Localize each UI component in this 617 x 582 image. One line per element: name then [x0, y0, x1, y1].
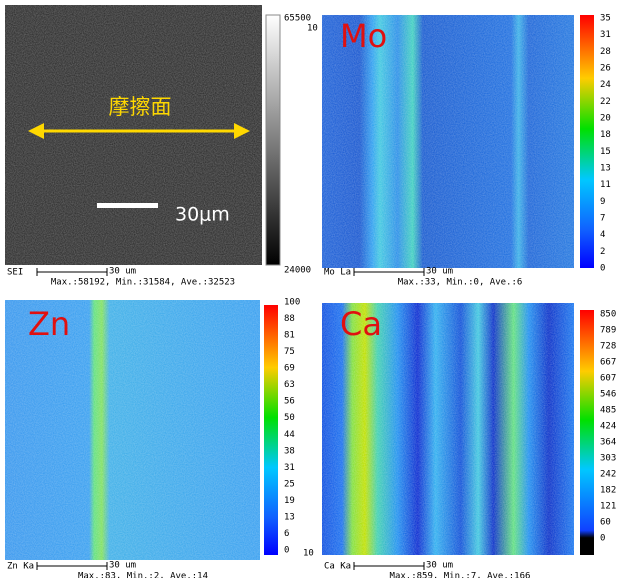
- colorbar-tick-label: 26: [600, 64, 611, 74]
- colorbar-tick-label: 6: [284, 529, 289, 539]
- scale-label: 30μm: [175, 204, 230, 226]
- signal-label: Ca Ka: [324, 562, 351, 572]
- colorbar-tick-label: 789: [600, 326, 616, 336]
- colorbar-tick-label: 31: [284, 463, 295, 473]
- colorbar-tick-label: 20: [600, 114, 611, 124]
- colorbar: [264, 305, 278, 555]
- stats: Max.:33, Min.:0, Ave.:6: [398, 278, 523, 288]
- colorbar-tick-label: 100: [284, 298, 300, 308]
- colorbar-tick-label: 81: [284, 331, 295, 341]
- scale-bar-label: 30 um: [109, 561, 136, 571]
- signal-label: Mo La: [324, 268, 351, 278]
- colorbar-tick-label: 0: [284, 546, 289, 556]
- fragment: 10: [307, 24, 318, 34]
- colorbar-tick-label: 242: [600, 470, 616, 480]
- colorbar-tick-label: 607: [600, 374, 616, 384]
- colorbar-tick-label: 546: [600, 390, 616, 400]
- colorbar-tick-label: 28: [600, 47, 611, 57]
- colorbar-tick-label: 56: [284, 397, 295, 407]
- element-label: Mo: [340, 17, 387, 55]
- colorbar-tick-label: 424: [600, 422, 616, 432]
- colorbar-tick-label: 850: [600, 310, 616, 320]
- colorbar-tick-label: 2: [600, 247, 605, 257]
- colorbar-tick-label: 50: [284, 413, 295, 423]
- colorbar-tick-label: 182: [600, 486, 616, 496]
- scale-bar-label: 30 um: [426, 561, 453, 571]
- colorbar-tick-label: 24000: [284, 266, 311, 276]
- colorbar-tick-label: 60: [600, 518, 611, 528]
- colorbar-tick-label: 7: [600, 214, 605, 224]
- colorbar-tick-label: 11: [600, 180, 611, 190]
- colorbar-tick-label: 9: [600, 197, 605, 207]
- colorbar-tick-label: 63: [284, 380, 295, 390]
- colorbar: [580, 15, 594, 268]
- colorbar-tick-label: 19: [284, 496, 295, 506]
- colorbar-tick-label: 35: [600, 14, 611, 24]
- colorbar-tick-label: 31: [600, 30, 611, 40]
- colorbar: [266, 15, 280, 265]
- signal-label: SEI: [7, 268, 23, 278]
- colorbar-tick-label: 364: [600, 438, 616, 448]
- scale-bar: [97, 203, 158, 208]
- colorbar-tick-label: 75: [284, 347, 295, 357]
- colorbar-tick-label: 24: [600, 80, 611, 90]
- scale-bar-label: 30 um: [109, 267, 136, 277]
- colorbar-tick-label: 15: [600, 147, 611, 157]
- element-label: Ca: [340, 305, 382, 343]
- colorbar-tick-label: 485: [600, 406, 616, 416]
- colorbar-tick-label: 667: [600, 358, 616, 368]
- colorbar-tick-label: 88: [284, 314, 295, 324]
- scale-bar-label: 30 um: [426, 267, 453, 277]
- colorbar-tick-label: 22: [600, 97, 611, 107]
- colorbar-tick-label: 4: [600, 230, 605, 240]
- stats: Max.:58192, Min.:31584, Ave.:32523: [51, 278, 235, 288]
- fragment: 10: [303, 549, 314, 559]
- colorbar-tick-label: 44: [284, 430, 295, 440]
- annotation: 摩擦面: [109, 95, 172, 119]
- stats: Max.:859, Min.:7, Ave.:166: [390, 572, 531, 579]
- colorbar-tick-label: 13: [600, 164, 611, 174]
- colorbar-tick-label: 0: [600, 534, 605, 544]
- colorbar-tick-label: 121: [600, 502, 616, 512]
- colorbar-tick-label: 38: [284, 446, 295, 456]
- colorbar-tick-label: 18: [600, 130, 611, 140]
- colorbar-tick-label: 0: [600, 264, 605, 274]
- element-label: Zn: [28, 305, 70, 343]
- colorbar-tick-label: 69: [284, 364, 295, 374]
- colorbar-tick-label: 65500: [284, 14, 311, 24]
- colorbar: [580, 310, 594, 555]
- stats: Max.:83, Min.:2, Ave.:14: [78, 572, 208, 579]
- page: 摩擦面 30μm 10 10 SEI30 umMax.:58192, Min.:…: [0, 0, 617, 578]
- signal-label: Zn Ka: [7, 562, 34, 572]
- colorbar-tick-label: 13: [284, 512, 295, 522]
- colorbar-tick-label: 303: [600, 454, 616, 464]
- colorbar-tick-label: 728: [600, 342, 616, 352]
- colorbar-tick-label: 25: [284, 479, 295, 489]
